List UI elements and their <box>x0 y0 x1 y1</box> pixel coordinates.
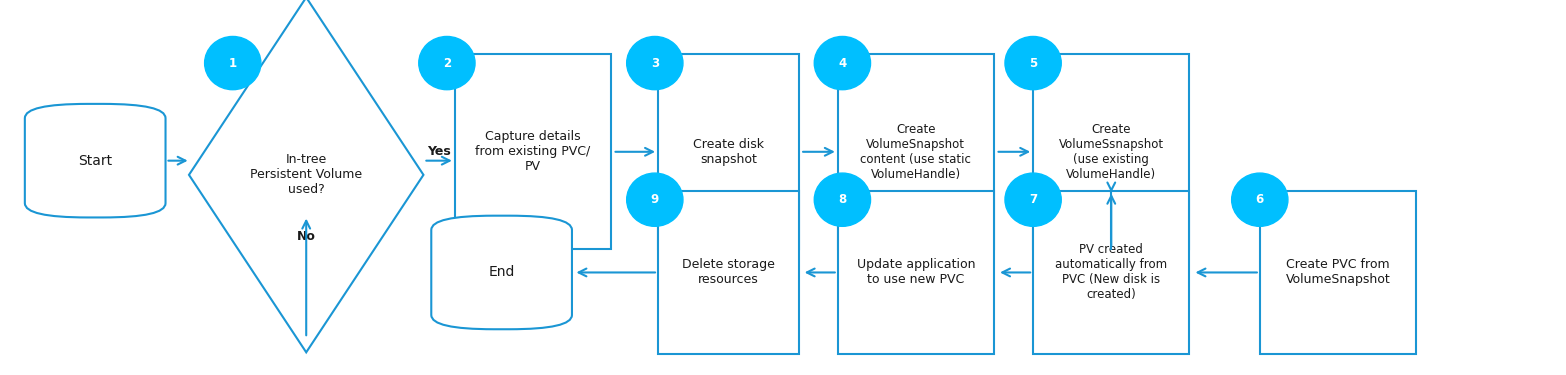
Text: End: End <box>489 266 515 279</box>
Text: Create
VolumeSnapshot
content (use static
VolumeHandle): Create VolumeSnapshot content (use stati… <box>860 123 971 181</box>
Text: Create
VolumeSsnapshot
(use existing
VolumeHandle): Create VolumeSsnapshot (use existing Vol… <box>1059 123 1164 181</box>
Text: 2: 2 <box>443 57 451 70</box>
Text: Update application
to use new PVC: Update application to use new PVC <box>857 258 976 286</box>
Text: 6: 6 <box>1256 193 1264 206</box>
Ellipse shape <box>1231 173 1287 226</box>
Ellipse shape <box>205 36 262 90</box>
Text: PV created
automatically from
PVC (New disk is
created): PV created automatically from PVC (New d… <box>1055 243 1167 302</box>
Ellipse shape <box>626 36 683 90</box>
Bar <box>838 191 994 354</box>
Polygon shape <box>189 0 423 352</box>
Ellipse shape <box>814 36 871 90</box>
Text: 7: 7 <box>1029 193 1037 206</box>
Ellipse shape <box>418 36 474 90</box>
Bar <box>454 54 611 249</box>
Text: Capture details
from existing PVC/
PV: Capture details from existing PVC/ PV <box>474 130 590 173</box>
Ellipse shape <box>1005 36 1062 90</box>
Bar <box>1259 191 1416 354</box>
Bar <box>838 54 994 249</box>
Text: Yes: Yes <box>428 145 451 158</box>
Ellipse shape <box>626 173 683 226</box>
Bar <box>658 54 799 249</box>
Bar <box>1034 54 1190 249</box>
Text: In-tree
Persistent Volume
used?: In-tree Persistent Volume used? <box>251 153 362 196</box>
Text: No: No <box>298 231 316 243</box>
Text: Create PVC from
VolumeSnapshot: Create PVC from VolumeSnapshot <box>1286 258 1391 286</box>
Bar <box>1034 191 1190 354</box>
FancyBboxPatch shape <box>25 104 166 218</box>
Ellipse shape <box>1005 173 1062 226</box>
Ellipse shape <box>814 173 871 226</box>
Text: 3: 3 <box>651 57 659 70</box>
Text: 1: 1 <box>229 57 236 70</box>
Text: 8: 8 <box>838 193 847 206</box>
Text: Create disk
snapshot: Create disk snapshot <box>692 138 764 166</box>
Text: 5: 5 <box>1029 57 1037 70</box>
FancyBboxPatch shape <box>431 216 572 329</box>
Text: Delete storage
resources: Delete storage resources <box>681 258 775 286</box>
Text: 9: 9 <box>651 193 659 206</box>
Text: 4: 4 <box>838 57 847 70</box>
Bar <box>658 191 799 354</box>
Text: Start: Start <box>78 154 113 168</box>
